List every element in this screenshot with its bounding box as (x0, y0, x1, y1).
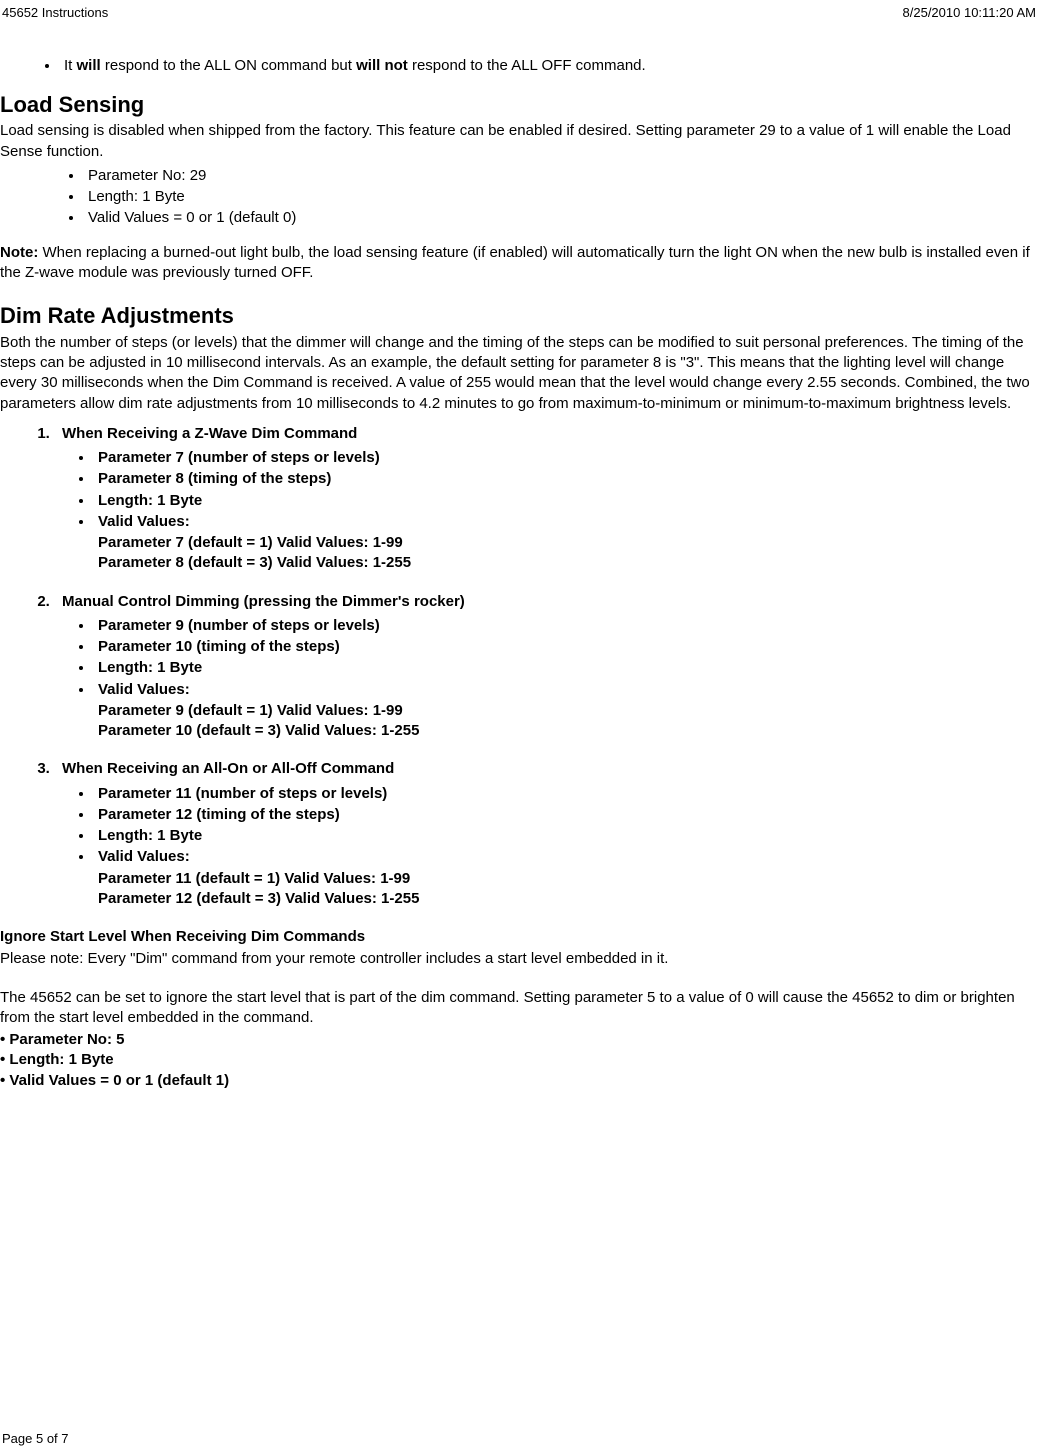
dim-rate-list: When Receiving a Z-Wave Dim Command Para… (0, 424, 1044, 909)
list-item: Valid Values = 0 or 1 (default 0) (84, 208, 1044, 228)
top-bullet-item: It will respond to the ALL ON command bu… (60, 56, 1044, 76)
dim-sub-bullets: Parameter 7 (number of steps or levels) … (62, 448, 1044, 532)
top-bullet-list: It will respond to the ALL ON command bu… (0, 56, 1044, 76)
dim-item-title: When Receiving an All-On or All-Off Comm… (62, 760, 394, 777)
dim-rate-desc: Both the number of steps (or levels) tha… (0, 333, 1044, 414)
dim-extra: Parameter 11 (default = 1) Valid Values:… (62, 869, 1044, 889)
dim-item-title: Manual Control Dimming (pressing the Dim… (62, 593, 465, 610)
list-item: Parameter 9 (number of steps or levels) (94, 616, 1044, 636)
ignore-line1: Please note: Every "Dim" command from yo… (0, 949, 1044, 969)
list-item: Parameter 8 (timing of the steps) (94, 469, 1044, 489)
dim-extra: Parameter 10 (default = 3) Valid Values:… (62, 721, 1044, 741)
dim-item-2: Manual Control Dimming (pressing the Dim… (54, 592, 1044, 742)
list-item: Parameter 12 (timing of the steps) (94, 805, 1044, 825)
dim-extra: Parameter 9 (default = 1) Valid Values: … (62, 701, 1044, 721)
dim-sub-bullets: Parameter 9 (number of steps or levels) … (62, 616, 1044, 700)
load-sensing-desc: Load sensing is disabled when shipped fr… (0, 121, 1044, 162)
load-sensing-bullets: Parameter No: 29 Length: 1 Byte Valid Va… (0, 166, 1044, 229)
list-item: Parameter 7 (number of steps or levels) (94, 448, 1044, 468)
dim-item-title: When Receiving a Z-Wave Dim Command (62, 425, 357, 442)
page-content: It will respond to the ALL ON command bu… (0, 22, 1044, 1091)
list-item: Parameter No: 29 (84, 166, 1044, 186)
ignore-bullet: • Length: 1 Byte (0, 1050, 1044, 1070)
page-header: 45652 Instructions 8/25/2010 10:11:20 AM (0, 0, 1044, 22)
dim-extra: Parameter 8 (default = 3) Valid Values: … (62, 553, 1044, 573)
load-sensing-heading: Load Sensing (0, 90, 1044, 120)
dim-item-3: When Receiving an All-On or All-Off Comm… (54, 759, 1044, 909)
list-item: Length: 1 Byte (94, 826, 1044, 846)
list-item: Length: 1 Byte (94, 658, 1044, 678)
dim-sub-bullets: Parameter 11 (number of steps or levels)… (62, 784, 1044, 868)
load-sensing-note: Note: When replacing a burned-out light … (0, 243, 1044, 284)
ignore-bullet: • Parameter No: 5 (0, 1030, 1044, 1050)
dim-extra: Parameter 12 (default = 3) Valid Values:… (62, 889, 1044, 909)
list-item: Valid Values: (94, 512, 1044, 532)
ignore-line2: The 45652 can be set to ignore the start… (0, 988, 1044, 1029)
ignore-heading: Ignore Start Level When Receiving Dim Co… (0, 927, 1044, 947)
doc-timestamp: 8/25/2010 10:11:20 AM (903, 4, 1036, 22)
dim-rate-heading: Dim Rate Adjustments (0, 301, 1044, 331)
list-item: Parameter 10 (timing of the steps) (94, 637, 1044, 657)
list-item: Valid Values: (94, 847, 1044, 867)
page-footer: Page 5 of 7 (2, 1430, 69, 1448)
note-text: When replacing a burned-out light bulb, … (0, 244, 1030, 281)
list-item: Length: 1 Byte (84, 187, 1044, 207)
dim-extra: Parameter 7 (default = 1) Valid Values: … (62, 533, 1044, 553)
dim-item-1: When Receiving a Z-Wave Dim Command Para… (54, 424, 1044, 574)
list-item: Parameter 11 (number of steps or levels) (94, 784, 1044, 804)
doc-title: 45652 Instructions (2, 4, 108, 22)
list-item: Valid Values: (94, 680, 1044, 700)
ignore-bullet: • Valid Values = 0 or 1 (default 1) (0, 1071, 1044, 1091)
note-label: Note: (0, 244, 38, 261)
list-item: Length: 1 Byte (94, 491, 1044, 511)
